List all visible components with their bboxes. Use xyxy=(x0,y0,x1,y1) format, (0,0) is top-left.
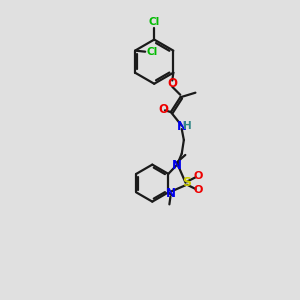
Text: S: S xyxy=(182,176,191,189)
Text: O: O xyxy=(193,171,203,181)
Text: N: N xyxy=(177,120,187,133)
Text: Cl: Cl xyxy=(148,16,160,26)
Text: O: O xyxy=(167,77,177,90)
Text: Cl: Cl xyxy=(147,47,158,57)
Text: N: N xyxy=(165,187,176,200)
Text: H: H xyxy=(183,121,192,131)
Text: O: O xyxy=(158,103,168,116)
Text: O: O xyxy=(193,185,203,195)
Text: N: N xyxy=(172,159,182,172)
